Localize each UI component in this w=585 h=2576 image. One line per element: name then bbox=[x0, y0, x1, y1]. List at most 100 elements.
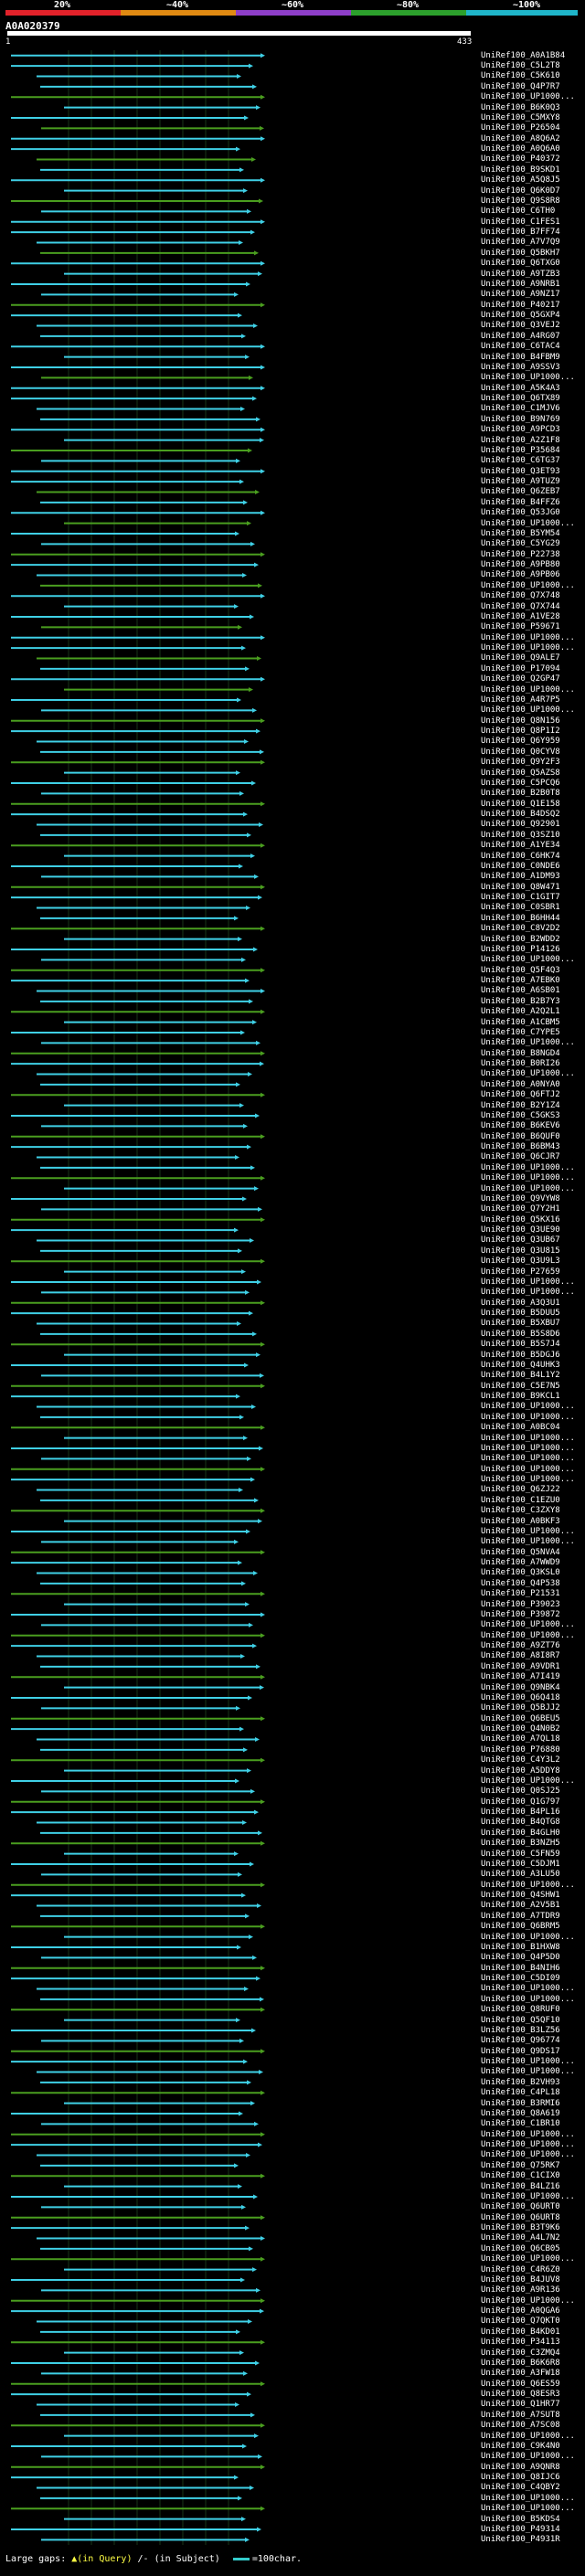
hit-id-link[interactable]: UniRef100_UP1000... bbox=[481, 580, 575, 590]
hit-id-link[interactable]: UniRef100_Q6K0D7 bbox=[481, 186, 560, 196]
hit-id-link[interactable]: UniRef100_B5S8D6 bbox=[481, 1329, 560, 1339]
hit-id-link[interactable]: UniRef100_Q5AZS8 bbox=[481, 768, 560, 778]
hit-id-link[interactable]: UniRef100_UP1000... bbox=[481, 2295, 575, 2306]
hit-id-link[interactable]: UniRef100_A9SSV3 bbox=[481, 362, 560, 372]
hit-id-link[interactable]: UniRef100_UP1000... bbox=[481, 2493, 575, 2503]
hit-id-link[interactable]: UniRef100_C5DJM1 bbox=[481, 1859, 560, 1869]
hit-id-link[interactable]: UniRef100_P21531 bbox=[481, 1589, 560, 1599]
hit-id-link[interactable]: UniRef100_Q6ZEB7 bbox=[481, 487, 560, 497]
hit-id-link[interactable]: UniRef100_A8Q6A2 bbox=[481, 133, 560, 143]
hit-id-link[interactable]: UniRef100_B5DGJ6 bbox=[481, 1350, 560, 1360]
hit-id-link[interactable]: UniRef100_P59671 bbox=[481, 622, 560, 632]
hit-id-link[interactable]: UniRef100_B3NZH5 bbox=[481, 1839, 560, 1849]
hit-id-link[interactable]: UniRef100_UP1000... bbox=[481, 1932, 575, 1942]
hit-id-link[interactable]: UniRef100_B6QUF0 bbox=[481, 1131, 560, 1141]
hit-id-link[interactable]: UniRef100_Q6BEU5 bbox=[481, 1713, 560, 1723]
hit-id-link[interactable]: UniRef100_Q4P538 bbox=[481, 1578, 560, 1588]
hit-id-link[interactable]: UniRef100_C1MJV6 bbox=[481, 404, 560, 414]
hit-id-link[interactable]: UniRef100_UP1000... bbox=[481, 643, 575, 653]
hit-id-link[interactable]: UniRef100_UP1000... bbox=[481, 2129, 575, 2139]
hit-id-link[interactable]: UniRef100_A7TDR9 bbox=[481, 1911, 560, 1921]
hit-id-link[interactable]: UniRef100_UP1000... bbox=[481, 632, 575, 642]
hit-id-link[interactable]: UniRef100_B5KDS4 bbox=[481, 2514, 560, 2524]
hit-id-link[interactable]: UniRef100_Q9S8R8 bbox=[481, 196, 560, 206]
hit-id-link[interactable]: UniRef100_A1VE28 bbox=[481, 611, 560, 621]
hit-id-link[interactable]: UniRef100_Q4P7R7 bbox=[481, 81, 560, 91]
hit-id-link[interactable]: UniRef100_Q9DS17 bbox=[481, 2046, 560, 2056]
hit-id-link[interactable]: UniRef100_UP1000... bbox=[481, 2150, 575, 2160]
hit-id-link[interactable]: UniRef100_Q8ESR3 bbox=[481, 2390, 560, 2400]
hit-id-link[interactable]: UniRef100_Q8RUF0 bbox=[481, 2005, 560, 2015]
hit-id-link[interactable]: UniRef100_C5FN59 bbox=[481, 1849, 560, 1859]
hit-id-link[interactable]: UniRef100_C5DI09 bbox=[481, 1974, 560, 1984]
hit-id-link[interactable]: UniRef100_A0QGA6 bbox=[481, 2306, 560, 2316]
hit-id-link[interactable]: UniRef100_B1HXW8 bbox=[481, 1942, 560, 1952]
hit-id-link[interactable]: UniRef100_Q2GP47 bbox=[481, 674, 560, 684]
hit-id-link[interactable]: UniRef100_C4R6Z0 bbox=[481, 2264, 560, 2274]
hit-id-link[interactable]: UniRef100_A0BC04 bbox=[481, 1423, 560, 1433]
hit-id-link[interactable]: UniRef100_Q3U9L3 bbox=[481, 1256, 560, 1267]
hit-id-link[interactable]: UniRef100_B4KD01 bbox=[481, 2327, 560, 2337]
hit-id-link[interactable]: UniRef100_A7WWD9 bbox=[481, 1558, 560, 1568]
hit-id-link[interactable]: UniRef100_C5K610 bbox=[481, 71, 560, 81]
hit-id-link[interactable]: UniRef100_C5MXY8 bbox=[481, 112, 560, 122]
hit-id-link[interactable]: UniRef100_Q7QKT0 bbox=[481, 2316, 560, 2327]
hit-id-link[interactable]: UniRef100_P27659 bbox=[481, 1267, 560, 1277]
hit-id-link[interactable]: UniRef100_A5K4A3 bbox=[481, 383, 560, 393]
hit-id-link[interactable]: UniRef100_UP1000... bbox=[481, 2067, 575, 2077]
hit-id-link[interactable]: UniRef100_Q6BRM5 bbox=[481, 1922, 560, 1932]
hit-id-link[interactable]: UniRef100_B6HH44 bbox=[481, 913, 560, 923]
hit-id-link[interactable]: UniRef100_Q6URT0 bbox=[481, 2202, 560, 2212]
hit-id-link[interactable]: UniRef100_A6SB01 bbox=[481, 986, 560, 996]
hit-id-link[interactable]: UniRef100_Q5GXP4 bbox=[481, 311, 560, 321]
hit-id-link[interactable]: UniRef100_C5E7N5 bbox=[481, 1381, 560, 1391]
hit-id-link[interactable]: UniRef100_A9R136 bbox=[481, 2285, 560, 2295]
hit-id-link[interactable]: UniRef100_Q6Q418 bbox=[481, 1692, 560, 1702]
hit-id-link[interactable]: UniRef100_B6K6R8 bbox=[481, 2358, 560, 2368]
hit-id-link[interactable]: UniRef100_UP1000... bbox=[481, 1433, 575, 1443]
hit-id-link[interactable]: UniRef100_Q1E158 bbox=[481, 799, 560, 809]
hit-id-link[interactable]: UniRef100_Q4P5D0 bbox=[481, 1953, 560, 1963]
hit-id-link[interactable]: UniRef100_P17094 bbox=[481, 663, 560, 673]
hit-id-link[interactable]: UniRef100_Q8N156 bbox=[481, 716, 560, 726]
hit-id-link[interactable]: UniRef100_UP1000... bbox=[481, 1277, 575, 1287]
hit-id-link[interactable]: UniRef100_B4GLH0 bbox=[481, 1828, 560, 1838]
hit-id-link[interactable]: UniRef100_A9PCD3 bbox=[481, 425, 560, 435]
hit-id-link[interactable]: UniRef100_UP1000... bbox=[481, 2431, 575, 2441]
hit-id-link[interactable]: UniRef100_B9SKD1 bbox=[481, 164, 560, 175]
hit-id-link[interactable]: UniRef100_UP1000... bbox=[481, 2057, 575, 2067]
hit-id-link[interactable]: UniRef100_A7SC08 bbox=[481, 2421, 560, 2431]
hit-id-link[interactable]: UniRef100_Q4SHW1 bbox=[481, 1891, 560, 1901]
hit-id-link[interactable]: UniRef100_C6TG37 bbox=[481, 456, 560, 466]
hit-id-link[interactable]: UniRef100_UP1000... bbox=[481, 1443, 575, 1453]
hit-id-link[interactable]: UniRef100_A3Q3U1 bbox=[481, 1298, 560, 1308]
hit-id-link[interactable]: UniRef100_UP1000... bbox=[481, 1526, 575, 1536]
hit-id-link[interactable]: UniRef100_UP1000... bbox=[481, 373, 575, 383]
hit-id-link[interactable]: UniRef100_P76880 bbox=[481, 1744, 560, 1754]
hit-id-link[interactable]: UniRef100_Q8P1I2 bbox=[481, 726, 560, 737]
hit-id-link[interactable]: UniRef100_B4LZ16 bbox=[481, 2181, 560, 2191]
hit-id-link[interactable]: UniRef100_C6TAC4 bbox=[481, 342, 560, 352]
hit-id-link[interactable]: UniRef100_Q6CB05 bbox=[481, 2243, 560, 2253]
hit-id-link[interactable]: UniRef100_A4RG07 bbox=[481, 331, 560, 341]
hit-id-link[interactable]: UniRef100_A9TZB3 bbox=[481, 269, 560, 279]
hit-id-link[interactable]: UniRef100_B8NGD4 bbox=[481, 1048, 560, 1058]
hit-id-link[interactable]: UniRef100_Q5F4Q3 bbox=[481, 965, 560, 975]
hit-id-link[interactable]: UniRef100_B2B7Y3 bbox=[481, 996, 560, 1006]
hit-id-link[interactable]: UniRef100_UP1000... bbox=[481, 1880, 575, 1890]
hit-id-link[interactable]: UniRef100_UP1000... bbox=[481, 1183, 575, 1193]
hit-id-link[interactable]: UniRef100_Q6URT8 bbox=[481, 2212, 560, 2222]
hit-id-link[interactable]: UniRef100_A7QL18 bbox=[481, 1734, 560, 1744]
hit-id-link[interactable]: UniRef100_A0BKF3 bbox=[481, 1516, 560, 1526]
hit-id-link[interactable]: UniRef100_B7FF74 bbox=[481, 228, 560, 238]
hit-id-link[interactable]: UniRef100_P40372 bbox=[481, 154, 560, 164]
hit-id-link[interactable]: UniRef100_Q1G797 bbox=[481, 1797, 560, 1807]
hit-id-link[interactable]: UniRef100_A9TUZ9 bbox=[481, 477, 560, 487]
hit-id-link[interactable]: UniRef100_P26504 bbox=[481, 123, 560, 133]
hit-id-link[interactable]: UniRef100_Q8A619 bbox=[481, 2108, 560, 2118]
hit-id-link[interactable]: UniRef100_UP1000... bbox=[481, 518, 575, 528]
hit-id-link[interactable]: UniRef100_B3LZ56 bbox=[481, 2025, 560, 2035]
hit-id-link[interactable]: UniRef100_A0A1B84 bbox=[481, 50, 566, 60]
hit-id-link[interactable]: UniRef100_B9N769 bbox=[481, 414, 560, 424]
hit-id-link[interactable]: UniRef100_Q96774 bbox=[481, 2036, 560, 2046]
